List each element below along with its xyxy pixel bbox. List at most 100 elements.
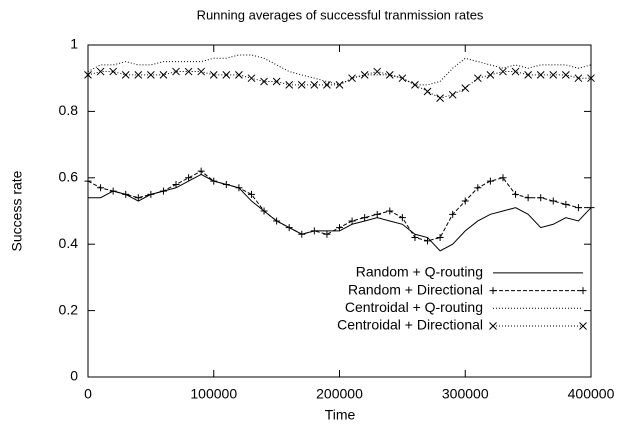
point-marker — [385, 71, 394, 79]
y-tick-label: 0.8 — [59, 102, 79, 118]
x-tick-label: 300000 — [442, 386, 489, 402]
point-marker — [310, 227, 318, 235]
point-marker — [172, 67, 180, 76]
point-marker — [461, 197, 469, 205]
point-marker — [147, 190, 155, 198]
point-marker — [436, 234, 444, 242]
point-marker — [386, 207, 394, 215]
point-marker — [361, 214, 369, 222]
point-marker — [185, 174, 193, 182]
point-marker — [587, 204, 595, 212]
point-marker — [273, 217, 281, 225]
y-tick-label: 1 — [70, 36, 78, 52]
point-marker — [348, 217, 356, 225]
legend-marker — [579, 287, 587, 295]
y-tick-label: 0.6 — [59, 169, 79, 185]
point-marker — [222, 71, 231, 79]
series-line — [87, 71, 591, 99]
point-marker — [561, 71, 570, 79]
point-marker — [398, 74, 407, 83]
legend-label: Centroidal + Q-routing — [345, 299, 483, 315]
point-marker — [336, 224, 343, 232]
point-marker — [260, 207, 268, 215]
point-marker — [524, 71, 532, 79]
point-marker — [235, 184, 243, 192]
series-line — [88, 173, 592, 252]
point-marker — [574, 204, 582, 212]
point-marker — [97, 184, 105, 192]
y-axis-label: Success rate — [9, 170, 25, 251]
legend-label: Centroidal + Directional — [337, 317, 483, 333]
legend-marker — [489, 322, 497, 330]
point-marker — [210, 177, 218, 185]
point-marker — [310, 80, 319, 89]
point-marker — [285, 224, 293, 232]
point-marker — [411, 80, 419, 89]
point-marker — [448, 90, 457, 99]
point-marker — [562, 200, 570, 208]
point-marker — [398, 214, 406, 222]
legend-label: Random + Q-routing — [356, 264, 483, 280]
point-marker — [134, 71, 143, 79]
series-line — [87, 54, 592, 86]
point-marker — [197, 167, 205, 175]
point-marker — [184, 67, 193, 76]
y-tick-label: 0 — [70, 368, 78, 384]
legend-label: Random + Directional — [348, 281, 483, 297]
point-marker — [159, 187, 167, 195]
point-marker — [373, 210, 381, 218]
point-marker — [549, 197, 557, 205]
point-marker — [360, 71, 369, 79]
legend-marker — [579, 322, 587, 330]
point-marker — [537, 194, 545, 202]
point-marker — [285, 80, 294, 89]
point-marker — [499, 67, 507, 76]
point-marker — [84, 177, 92, 185]
point-marker — [473, 74, 482, 83]
point-marker — [423, 87, 432, 96]
point-marker — [109, 67, 118, 76]
chart-title: Running averages of successful tranmissi… — [197, 7, 484, 22]
point-marker — [449, 210, 457, 218]
x-tick-label: 200000 — [316, 386, 363, 402]
point-marker — [411, 234, 419, 242]
point-marker — [260, 77, 268, 86]
point-marker — [511, 67, 520, 76]
point-marker — [96, 67, 105, 76]
point-marker — [298, 230, 306, 238]
point-marker — [121, 71, 130, 79]
x-tick-label: 100000 — [190, 386, 237, 402]
point-marker — [122, 190, 130, 198]
point-marker — [247, 74, 256, 83]
point-marker — [499, 174, 507, 182]
point-marker — [323, 80, 331, 89]
point-marker — [335, 80, 344, 89]
point-marker — [524, 194, 532, 202]
point-marker — [159, 71, 168, 79]
legend-marker — [489, 287, 497, 295]
point-marker — [549, 71, 558, 79]
point-marker — [297, 80, 306, 89]
point-marker — [512, 190, 520, 198]
x-tick-label: 0 — [84, 386, 92, 402]
point-marker — [486, 177, 494, 185]
point-marker — [84, 71, 92, 79]
point-marker — [436, 94, 444, 102]
point-marker — [474, 184, 482, 192]
point-marker — [197, 67, 206, 76]
point-marker — [461, 84, 470, 93]
point-marker — [272, 77, 281, 86]
point-marker — [486, 71, 495, 79]
point-marker — [323, 230, 331, 238]
point-marker — [424, 237, 432, 245]
y-tick-label: 0.2 — [59, 301, 79, 317]
x-tick-label: 400000 — [568, 386, 615, 402]
point-marker — [574, 74, 583, 83]
point-marker — [373, 67, 382, 76]
point-marker — [147, 71, 155, 79]
point-marker — [587, 74, 595, 83]
point-marker — [134, 194, 142, 202]
x-axis-label: Time — [325, 407, 356, 423]
point-marker — [109, 187, 117, 195]
